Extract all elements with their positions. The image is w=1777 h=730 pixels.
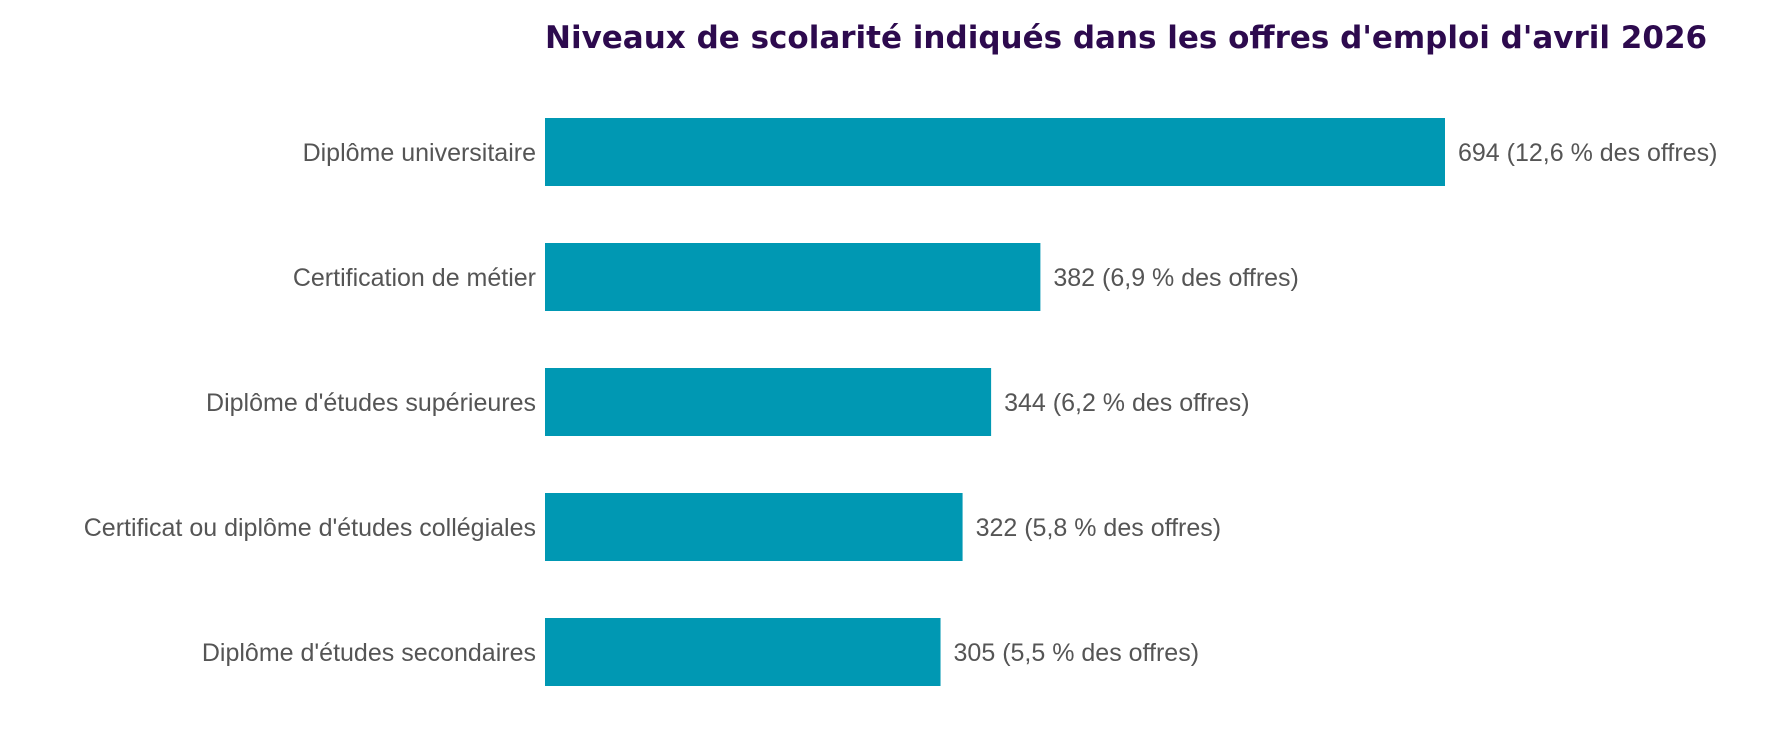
bar-1	[545, 118, 1445, 186]
value-label-5: 305 (5,5 % des offres)	[954, 639, 1200, 667]
bar-3	[545, 368, 992, 436]
bar-2	[545, 243, 1041, 311]
chart-title: Niveaux de scolarité indiqués dans les o…	[545, 20, 1707, 56]
category-label-3: Diplôme d'études supérieures	[206, 389, 536, 417]
category-label-4: Certificat ou diplôme d'études collégial…	[84, 514, 536, 542]
category-label-1: Diplôme universitaire	[303, 139, 536, 167]
bar-4	[545, 493, 963, 561]
value-label-3: 344 (6,2 % des offres)	[1004, 389, 1250, 417]
value-label-1: 694 (12,6 % des offres)	[1458, 139, 1717, 167]
value-labels: 694 (12,6 % des offres) 382 (6,9 % des of…	[954, 139, 1718, 667]
category-labels: Diplôme universitaire Certification de mé…	[84, 139, 536, 667]
bar-group	[545, 118, 1445, 686]
value-label-2: 382 (6,9 % des offres)	[1053, 264, 1299, 292]
category-label-2: Certification de métier	[293, 264, 536, 292]
category-label-5: Diplôme d'études secondaires	[202, 639, 536, 667]
value-label-4: 322 (5,8 % des offres)	[976, 514, 1222, 542]
bar-5	[545, 618, 941, 686]
